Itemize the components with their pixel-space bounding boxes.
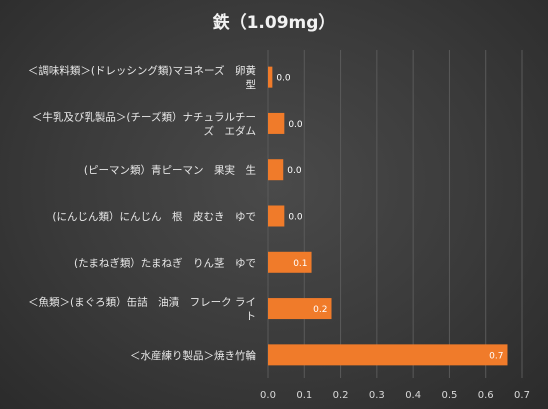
bars: 0.0 0.0 0.0 0.0 0.1 0.2 0.7 (268, 66, 508, 366)
data-label: 0.0 (287, 166, 302, 176)
bar (268, 298, 332, 320)
x-tick-labels: 0.0 0.1 0.2 0.3 0.4 0.5 0.6 0.7 (260, 390, 530, 401)
category-label: ＜牛乳及び乳製品＞(チーズ類）ナチュラルチー (32, 110, 256, 123)
gridlines (267, 50, 523, 378)
category-label: ズ エダム (204, 124, 257, 137)
data-label: 0.0 (276, 74, 291, 84)
bar (268, 251, 312, 273)
data-label: 0.0 (288, 213, 303, 223)
data-label: 0.0 (288, 120, 303, 130)
x-tick-label: 0.0 (260, 390, 276, 401)
category-label: ＜魚類＞(まぐろ類）缶詰 油漬 フレーク ライ (28, 296, 256, 309)
x-tick-label: 0.7 (514, 390, 530, 401)
bar (268, 66, 273, 88)
bar (268, 112, 285, 134)
category-label: (ピーマン類）青ピーマン 果実 生 (84, 164, 256, 177)
x-tick-label: 0.6 (478, 390, 494, 401)
bar (268, 159, 284, 181)
data-label: 0.7 (489, 351, 503, 361)
category-label: (にんじん類）にんじん 根 皮むき ゆで (52, 210, 256, 223)
x-tick-label: 0.1 (296, 390, 312, 401)
chart-title: 鉄（1.09mg） (213, 12, 336, 33)
x-tick-label: 0.3 (369, 390, 385, 401)
category-label: ＜水産練り製品＞焼き竹輪 (130, 349, 256, 362)
bar (268, 344, 508, 366)
data-label: 0.1 (293, 259, 307, 269)
category-label: ＜調味料類＞(ドレッシング類)マヨネーズ 卵黄 (28, 64, 256, 77)
category-label: (たまねぎ類）たまねぎ りん茎 ゆで (74, 256, 256, 269)
bar (268, 205, 285, 227)
category-labels: ＜調味料類＞(ドレッシング類)マヨネーズ 卵黄型 ＜牛乳及び乳製品＞(チーズ類）ナ… (28, 64, 257, 362)
data-label: 0.2 (313, 305, 327, 315)
x-tick-label: 0.2 (333, 390, 349, 401)
x-tick-label: 0.4 (405, 390, 421, 401)
category-label: 型 (246, 78, 257, 91)
x-tick-label: 0.5 (441, 390, 457, 401)
category-label: ト (246, 311, 257, 323)
